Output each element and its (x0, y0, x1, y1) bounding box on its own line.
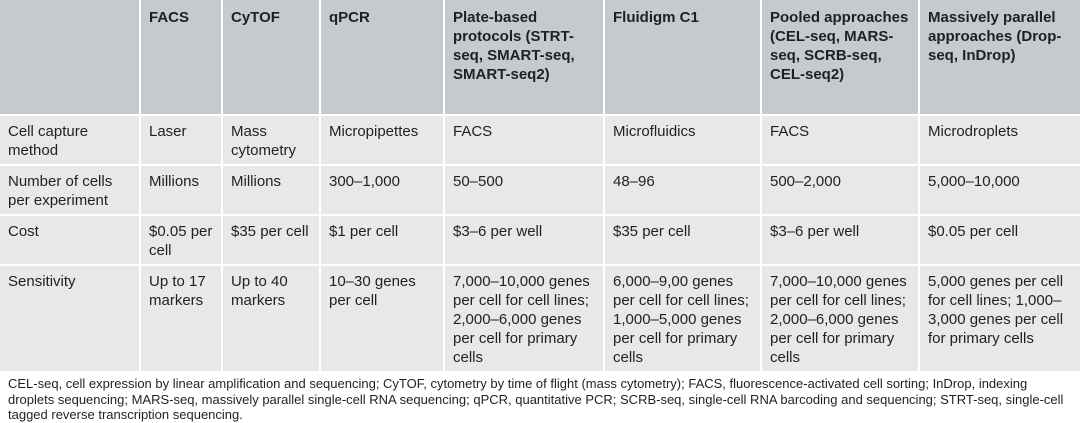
table-row: Sensitivity Up to 17 markers Up to 40 mark… (0, 265, 1080, 373)
table-cell: Up to 17 markers (139, 265, 222, 373)
row-label: Number of cells per experiment (0, 165, 140, 216)
table-cell: Micropipettes (319, 115, 444, 166)
table-cell: $3–6 per well (760, 215, 919, 266)
table-cell: Mass cytometry (221, 115, 320, 166)
table-cell: 500–2,000 (760, 165, 919, 216)
table-cell: 300–1,000 (319, 165, 444, 216)
column-header: Fluidigm C1 (603, 0, 761, 116)
column-header: Pooled approaches (CEL-seq, MARS-seq, SC… (760, 0, 919, 116)
table-cell: $1 per cell (319, 215, 444, 266)
row-label: Cost (0, 215, 140, 266)
table-cell: Microfluidics (603, 115, 761, 166)
table-cell: Laser (139, 115, 222, 166)
table-cell: $35 per cell (603, 215, 761, 266)
table-cell: Up to 40 markers (221, 265, 320, 373)
table-cell: 5,000 genes per cell for cell lines; 1,0… (918, 265, 1080, 373)
row-label: Sensitivity (0, 265, 140, 373)
footnote: CEL-seq, cell expression by linear ampli… (8, 376, 1064, 422)
table-cell: Millions (221, 165, 320, 216)
column-header: Massively parallel approaches (Drop-seq,… (918, 0, 1080, 116)
table-cell: Millions (139, 165, 222, 216)
column-header: FACS (139, 0, 222, 116)
table-cell: FACS (443, 115, 604, 166)
table-cell: $0.05 per cell (139, 215, 222, 266)
table-row: Cost $0.05 per cell $35 per cell $1 per cel… (0, 215, 1080, 266)
table-cell: 7,000–10,000 genes per cell for cell lin… (760, 265, 919, 373)
table-cell: $3–6 per well (443, 215, 604, 266)
comparison-table: FACS CyTOF qPCR Plate-based protocols (STRT… (0, 0, 1080, 373)
table-body: Cell capture method Laser Mass cytometry Mi… (0, 115, 1080, 373)
table-cell: 7,000–10,000 genes per cell for cell lin… (443, 265, 604, 373)
table-cell: $35 per cell (221, 215, 320, 266)
row-label: Cell capture method (0, 115, 140, 166)
table-cell: 50–500 (443, 165, 604, 216)
table-cell: 10–30 genes per cell (319, 265, 444, 373)
table-cell: 48–96 (603, 165, 761, 216)
table-cell: $0.05 per cell (918, 215, 1080, 266)
column-header: qPCR (319, 0, 444, 116)
column-header: Plate-based protocols (STRT-seq, SMART-s… (443, 0, 604, 116)
corner-cell (0, 0, 140, 116)
table-row: Cell capture method Laser Mass cytometry Mi… (0, 115, 1080, 166)
column-header: CyTOF (221, 0, 320, 116)
table-cell: Microdroplets (918, 115, 1080, 166)
table-cell: 6,000–9,00 genes per cell for cell lines… (603, 265, 761, 373)
header-row: FACS CyTOF qPCR Plate-based protocols (STRT… (0, 0, 1080, 116)
table-row: Number of cells per experiment Millions Mi… (0, 165, 1080, 216)
table-cell: FACS (760, 115, 919, 166)
table-cell: 5,000–10,000 (918, 165, 1080, 216)
